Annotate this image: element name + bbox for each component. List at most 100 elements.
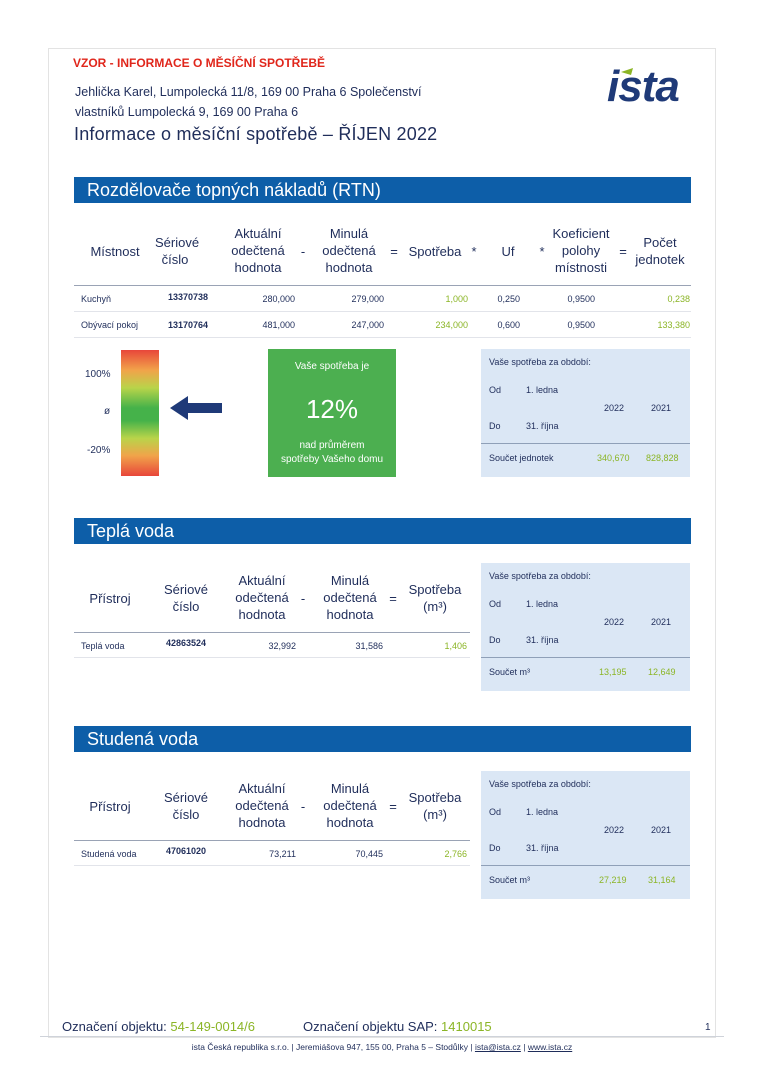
legal-footer: ista Česká republika s.r.o. | Jeremiášov… [0,1042,764,1052]
left-arrow-icon [170,396,224,420]
summary-sum-previous: 828,828 [646,453,679,463]
usage-percent: 12% [305,394,359,424]
section-title-tepla-voda: Teplá voda [74,518,691,544]
header-times: * [539,244,545,259]
header-uf: Uf [501,244,515,259]
header-pristroj: Přístroj [89,799,131,814]
header-equals: = [390,244,398,259]
table-row-pocet: 133,380 [657,320,690,330]
summary-do-label: Do [489,421,501,431]
header-spotreba: Spotřeba (m³) [408,582,462,614]
table-row-spotreba: 234,000 [435,320,468,330]
usage-note: nad průměrem spotřeby Vašeho domu [280,440,384,465]
summary-sum-current: 27,219 [599,875,627,885]
header-aktualni: Aktuální odečtená hodnota [235,573,289,622]
header-minus: - [300,799,306,814]
page-title: Informace o měsíční spotřebě – ŘÍJEN 202… [74,124,438,144]
table-row-minula: 31,586 [355,641,383,651]
summary-od-label: Od [489,599,502,609]
summary-box-rtn: Vaše spotřeba za období: Od 1. ledna 202… [481,349,690,477]
usage-comparison-box: Vaše spotřeba je 12% nad průměrem spotřeb… [268,349,396,477]
consumption-gauge [121,350,159,476]
summary-year-previous: 2021 [651,825,672,835]
email-link[interactable]: ista@ista.cz [474,1042,521,1052]
object-sap-id: Označení objektu SAP: 1410015 [303,1019,492,1034]
table-row-koef: 0,9500 [567,320,595,330]
footer-divider [40,1036,724,1037]
legal-separator: | [520,1042,528,1052]
summary-do-label: Do [489,635,501,645]
table-row-aktualni: 280,000 [262,294,295,304]
table-row-spotreba: 1,406 [444,641,467,651]
object-sap-value: 1410015 [441,1019,492,1034]
header-spotreba: Spotřeba [408,244,462,259]
sample-notice: VZOR - INFORMACE O MĚSÍČNÍ SPOTŘEBĚ [73,56,326,70]
summary-year-current: 2022 [604,825,625,835]
company-address: ista Česká republika s.r.o. | Jeremiášov… [191,1042,475,1052]
header-divider [74,285,691,286]
address-line-1: Jehlička Karel, Lumpolecká 11/8, 169 00 … [75,85,422,99]
table-row-spotreba: 2,766 [444,849,467,859]
page-number: 1 [705,1022,711,1033]
gauge-label-bottom: -20% [87,445,111,456]
row-divider [74,865,470,866]
header-aktualni: Aktuální odečtená hodnota [235,781,289,830]
table-row-minula: 70,445 [355,849,383,859]
header-spotreba: Spotřeba (m³) [408,790,462,822]
summary-sum-label: Součet m³ [489,667,531,677]
object-sap-label: Označení objektu SAP: [303,1019,438,1034]
header-minus: - [300,244,306,259]
table-row-mistnost: Kuchyň [81,294,112,304]
header-pocet: Počet jednotek [635,235,685,267]
header-koeficient: Koeficient polohy místnosti [552,226,610,275]
table-row-minula: 247,000 [351,320,384,330]
summary-sum-current: 340,670 [597,453,630,463]
summary-od-label: Od [489,807,502,817]
summary-do-date: 31. října [526,843,559,853]
summary-divider [481,657,690,658]
header-seriove: Sériové číslo [155,235,200,267]
row-divider [74,311,691,312]
row-divider [74,657,470,658]
summary-year-previous: 2021 [651,617,672,627]
header-mistnost: Místnost [90,244,140,259]
section-title-rtn: Rozdělovače topných nákladů (RTN) [74,177,691,203]
table-row-spotreba: 1,000 [445,294,468,304]
summary-sum-previous: 12,649 [648,667,676,677]
summary-box-studena-voda: Vaše spotřeba za období: Od 1. ledna 202… [481,771,690,899]
page-frame [48,48,716,1038]
gauge-label-mid: ø [104,406,111,417]
summary-sum-label: Součet m³ [489,875,531,885]
header-times: * [471,244,477,259]
ista-logo: ista [607,62,705,111]
summary-divider [481,443,690,444]
table-row-cislo: 47061020 [166,846,207,856]
summary-do-date: 31. října [526,635,559,645]
object-id-label: Označení objektu: [62,1019,167,1034]
table-row-minula: 279,000 [351,294,384,304]
header-minula: Minulá odečtená hodnota [322,226,376,275]
header-divider [74,632,470,633]
summary-title: Vaše spotřeba za období: [489,357,591,367]
summary-year-previous: 2021 [651,403,672,413]
table-row-pocet: 0,238 [667,294,690,304]
header-pristroj: Přístroj [89,591,131,606]
summary-year-current: 2022 [604,403,625,413]
table-row-aktualni: 481,000 [262,320,295,330]
header-equals: = [619,244,627,259]
table-row-pristroj: Teplá voda [81,641,125,651]
header-seriove: Sériové číslo [163,790,209,822]
usage-intro: Vaše spotřeba je [294,361,370,372]
table-row-aktualni: 32,992 [268,641,296,651]
table-row-aktualni: 73,211 [269,849,296,859]
header-seriove: Sériové číslo [163,582,209,614]
table-row-cislo: 13170764 [168,320,209,330]
header-equals: = [389,799,397,814]
object-id: Označení objektu: 54-149-0014/6 [62,1019,255,1034]
table-row-koef: 0,9500 [567,294,595,304]
summary-od-date: 1. ledna [526,599,559,609]
summary-od-date: 1. ledna [526,385,559,395]
summary-od-label: Od [489,385,502,395]
website-link[interactable]: www.ista.cz [527,1042,573,1052]
section-title-studena-voda: Studená voda [74,726,691,752]
